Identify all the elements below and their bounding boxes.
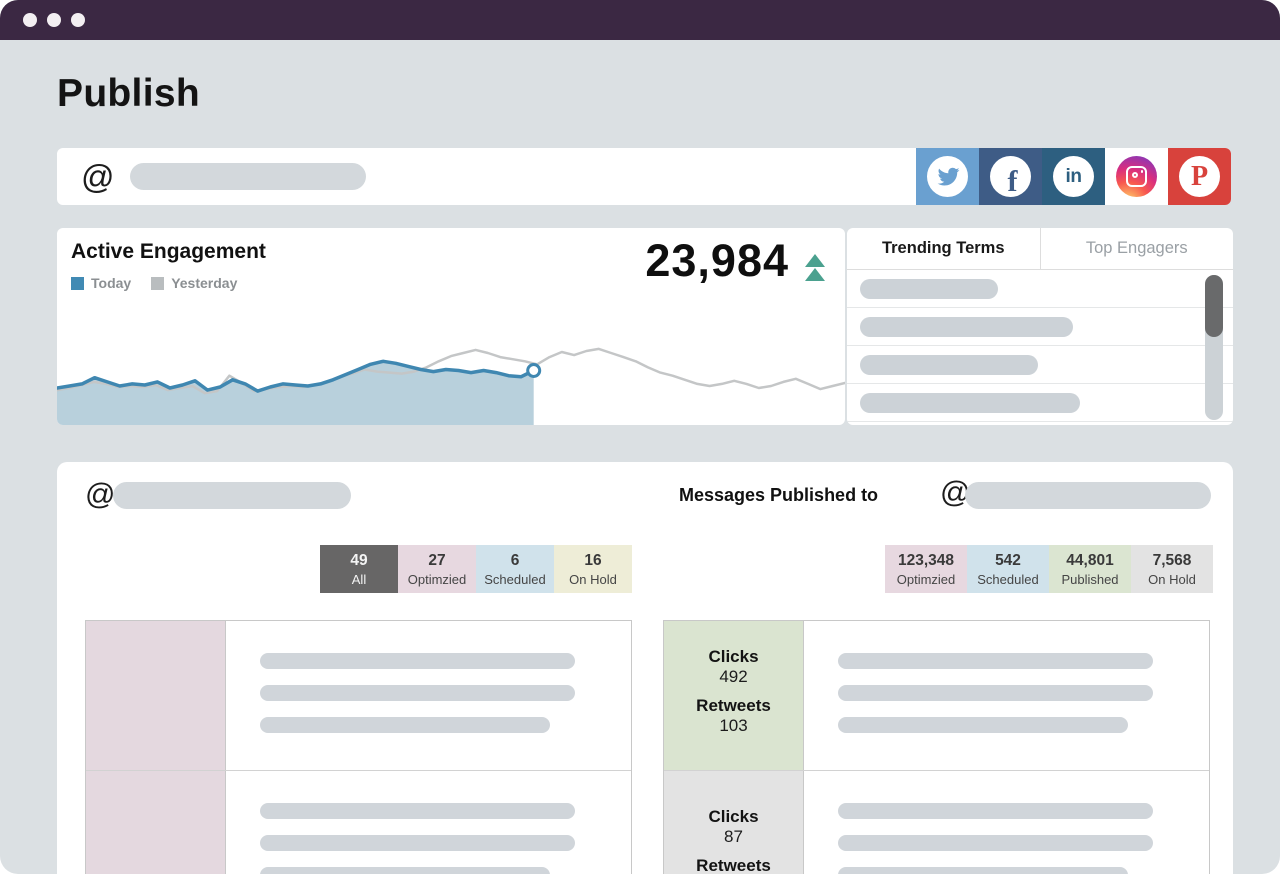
right-stat-tabs: 123,348 Optimzied 542 Scheduled 44,801 P… <box>885 545 1213 593</box>
text-placeholder-bar <box>260 653 575 669</box>
legend-today-label: Today <box>91 275 132 291</box>
yesterday-swatch-icon <box>151 276 165 290</box>
term-placeholder-pill <box>860 316 1073 337</box>
account-placeholder-pill <box>113 482 351 509</box>
list-item[interactable] <box>847 384 1233 422</box>
window-control-dot[interactable] <box>23 13 37 27</box>
term-placeholder-pill <box>860 278 998 299</box>
messages-panel: @ Messages Published to @ 49 All 27 Opti… <box>57 462 1233 874</box>
page-title: Publish <box>57 72 200 115</box>
instagram-icon <box>1116 156 1157 197</box>
row-metrics-cell: Clicks 492 Retweets 103 <box>664 621 804 770</box>
window-control-dot[interactable] <box>71 13 85 27</box>
retweets-value: 103 <box>719 715 748 735</box>
stat-tab-optimized[interactable]: 123,348 Optimzied <box>885 545 967 593</box>
twitter-button[interactable] <box>916 148 979 205</box>
list-item[interactable] <box>847 346 1233 384</box>
stat-tab-all[interactable]: 49 All <box>320 545 398 593</box>
scrollbar-thumb[interactable] <box>1205 275 1223 337</box>
linkedin-icon: in <box>1053 156 1094 197</box>
twitter-icon <box>927 156 968 197</box>
left-message-table <box>85 620 632 874</box>
stat-tab-published[interactable]: 44,801 Published <box>1049 545 1131 593</box>
row-metrics-cell: Clicks 87 Retweets <box>664 771 804 874</box>
row-content-cell <box>226 621 631 770</box>
term-placeholder-pill <box>860 392 1080 413</box>
pinterest-icon: P <box>1179 156 1220 197</box>
facebook-icon: f <box>990 156 1031 197</box>
engagement-chart <box>57 347 845 425</box>
window-control-dot[interactable] <box>47 13 61 27</box>
scrollbar-track[interactable] <box>1205 275 1223 420</box>
tab-trending-terms[interactable]: Trending Terms <box>847 228 1041 269</box>
clicks-value: 492 <box>719 666 748 686</box>
list-item[interactable] <box>847 270 1233 308</box>
table-row[interactable] <box>86 621 631 771</box>
trending-tabs: Trending Terms Top Engagers <box>847 228 1233 270</box>
facebook-button[interactable]: f <box>979 148 1042 205</box>
account-search-bar[interactable]: @ f in <box>57 148 1231 205</box>
row-content-cell <box>804 771 1209 874</box>
list-item[interactable] <box>847 308 1233 346</box>
at-icon: @ <box>85 478 116 511</box>
text-placeholder-bar <box>260 717 550 733</box>
legend-today: Today <box>71 275 131 291</box>
row-category-cell <box>86 621 226 770</box>
clicks-label: Clicks <box>708 807 759 826</box>
active-engagement-panel: Active Engagement Today Yesterday 23,984 <box>57 228 845 425</box>
engagement-title: Active Engagement <box>71 240 266 263</box>
linkedin-button[interactable]: in <box>1042 148 1105 205</box>
at-icon: @ <box>81 158 115 195</box>
table-row[interactable] <box>86 771 631 874</box>
pinterest-button[interactable]: P <box>1168 148 1231 205</box>
social-network-buttons: f in P <box>916 148 1231 205</box>
text-placeholder-bar <box>838 867 1128 874</box>
text-placeholder-bar <box>838 653 1153 669</box>
chart-end-marker <box>526 363 542 378</box>
legend-yesterday-label: Yesterday <box>171 275 238 291</box>
stat-tab-on-hold[interactable]: 16 On Hold <box>554 545 632 593</box>
table-row[interactable]: Clicks 492 Retweets 103 <box>664 621 1209 771</box>
row-content-cell <box>226 771 631 874</box>
trending-list <box>847 270 1233 422</box>
retweets-label: Retweets <box>696 695 771 715</box>
row-category-cell <box>86 771 226 874</box>
stat-tab-optimized[interactable]: 27 Optimzied <box>398 545 476 593</box>
engagement-value: 23,984 <box>645 235 789 286</box>
messages-published-to-label: Messages Published to <box>679 485 879 505</box>
text-placeholder-bar <box>838 835 1153 851</box>
text-placeholder-bar <box>838 803 1153 819</box>
retweets-label: Retweets <box>696 856 771 874</box>
today-swatch-icon <box>71 276 84 290</box>
clicks-value: 87 <box>724 827 743 846</box>
text-placeholder-bar <box>260 867 550 874</box>
stat-tab-on-hold[interactable]: 7,568 On Hold <box>1131 545 1213 593</box>
text-placeholder-bar <box>838 685 1153 701</box>
legend-yesterday: Yesterday <box>151 275 237 291</box>
stat-tab-scheduled[interactable]: 542 Scheduled <box>967 545 1049 593</box>
table-row[interactable]: Clicks 87 Retweets <box>664 771 1209 874</box>
window-titlebar <box>0 0 1280 40</box>
right-message-table: Clicks 492 Retweets 103 Clicks 87 Retwee… <box>663 620 1210 874</box>
account-placeholder-pill <box>965 482 1211 509</box>
instagram-button[interactable] <box>1105 148 1168 205</box>
text-placeholder-bar <box>260 685 575 701</box>
chart-legend: Today Yesterday <box>71 275 237 291</box>
text-placeholder-bar <box>838 717 1128 733</box>
trend-up-icon <box>805 254 825 281</box>
stat-tab-scheduled[interactable]: 6 Scheduled <box>476 545 554 593</box>
tab-top-engagers[interactable]: Top Engagers <box>1085 239 1188 257</box>
account-placeholder-pill <box>129 163 366 190</box>
trending-panel: Trending Terms Top Engagers <box>847 228 1233 425</box>
left-stat-tabs: 49 All 27 Optimzied 6 Scheduled 16 On Ho… <box>320 545 632 593</box>
row-content-cell <box>804 621 1209 770</box>
term-placeholder-pill <box>860 354 1038 375</box>
text-placeholder-bar <box>260 803 575 819</box>
text-placeholder-bar <box>260 835 575 851</box>
clicks-label: Clicks <box>708 646 759 666</box>
